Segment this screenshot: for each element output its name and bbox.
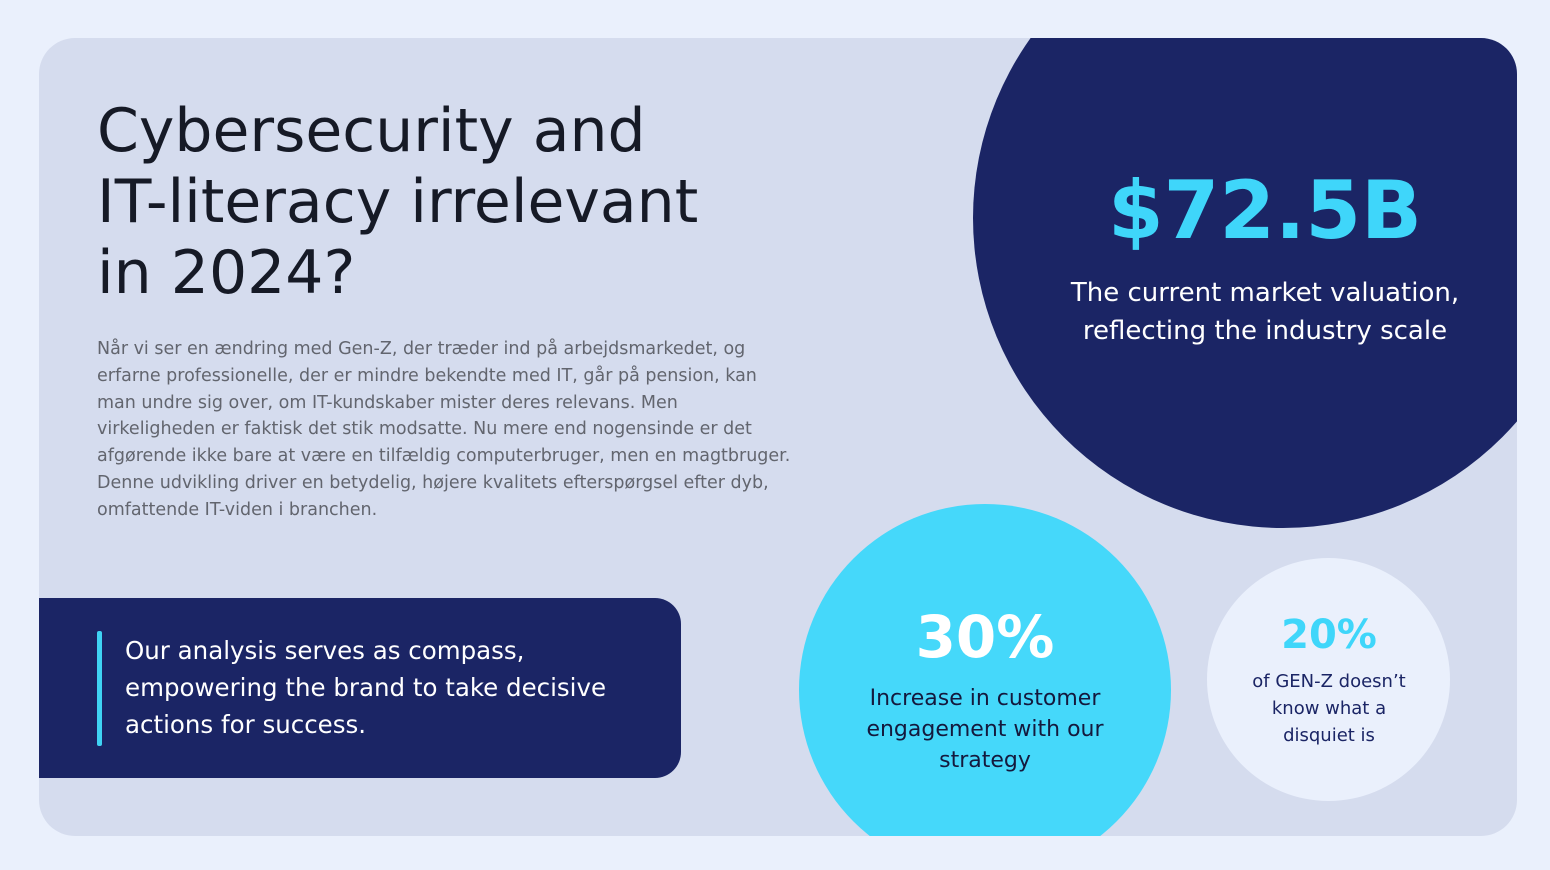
market-stat-value: $72.5B bbox=[1107, 164, 1423, 257]
genz-stat-description: of GEN-Z doesn’t know what a disquiet is bbox=[1252, 671, 1406, 746]
engagement-stat-circle bbox=[799, 504, 1171, 836]
quote-text: Our analysis serves as compass, empoweri… bbox=[125, 636, 607, 739]
genz-stat-value: 20% bbox=[1281, 612, 1377, 658]
engagement-stat-description: Increase in customer engagement with our… bbox=[866, 686, 1104, 773]
market-stat-description: The current market valuation, reflecting… bbox=[1070, 278, 1460, 346]
quote-box: Our analysis serves as compass, empoweri… bbox=[39, 598, 681, 778]
slide-card: Cybersecurity and IT-literacy irrelevant… bbox=[39, 38, 1517, 836]
genz-stat-circle bbox=[1207, 558, 1450, 801]
quote-accent-bar bbox=[97, 631, 102, 746]
body-paragraph: Når vi ser en ændring med Gen-Z, der træ… bbox=[97, 339, 791, 520]
slide-title: Cybersecurity and IT-literacy irrelevant… bbox=[97, 96, 699, 308]
engagement-stat-value: 30% bbox=[915, 603, 1055, 671]
